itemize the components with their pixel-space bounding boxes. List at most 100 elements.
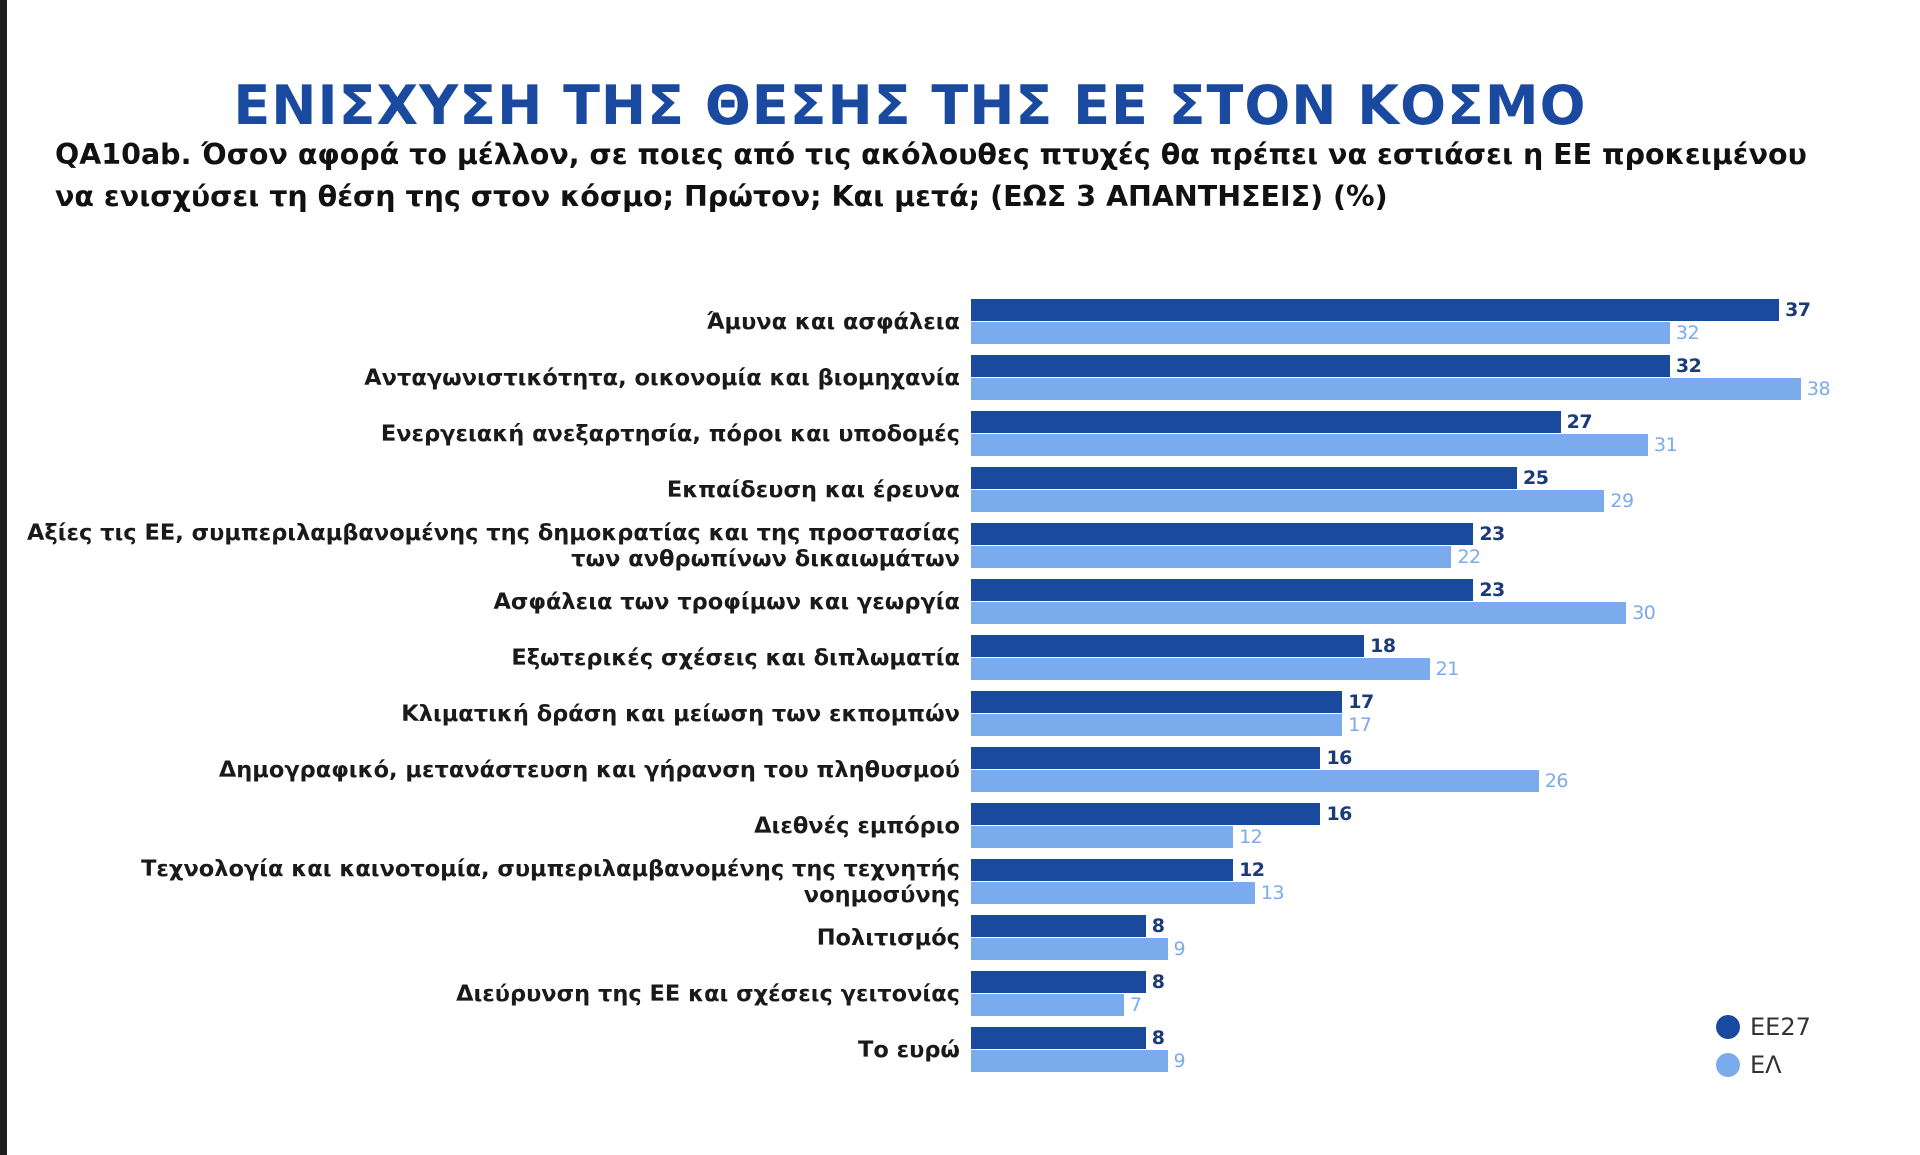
value-label-el: 12 — [1239, 826, 1263, 848]
bar-ee27 — [971, 859, 1234, 881]
bar-el — [971, 1050, 1168, 1072]
value-label-el: 22 — [1457, 546, 1481, 568]
category-label: Κλιματική δράση και μείωση των εκπομπών — [20, 701, 960, 727]
legend-label: ΕΕ27 — [1750, 1013, 1811, 1041]
bar-el — [971, 602, 1627, 624]
category-label-line: Πολιτισμός — [816, 925, 960, 951]
bar-ee27 — [971, 971, 1146, 993]
value-label-el: 9 — [1173, 938, 1186, 960]
category-label: Ενεργειακή ανεξαρτησία, πόροι και υποδομ… — [20, 421, 960, 447]
legend-item-el: ΕΛ — [1716, 1046, 1811, 1084]
question-line-1: QA10ab. Όσον αφορά το μέλλον, σε ποιες α… — [55, 138, 1807, 171]
value-label-ee27: 23 — [1479, 579, 1505, 601]
category-label: Ανταγωνιστικότητα, οικονομία και βιομηχα… — [20, 365, 960, 391]
legend-item-ee27: ΕΕ27 — [1716, 1008, 1811, 1046]
value-label-el: 29 — [1610, 490, 1634, 512]
category-label: Άμυνα και ασφάλεια — [20, 309, 960, 335]
chart-row: Άμυνα και ασφάλεια 37 32 — [0, 299, 1920, 345]
chart-row: Εκπαίδευση και έρευνα 25 29 — [0, 467, 1920, 513]
category-label-line: Τεχνολογία και καινοτομία, συμπεριλαμβαν… — [141, 856, 960, 908]
chart-row: Το ευρώ 8 9 — [0, 1027, 1920, 1073]
chart-row: Εξωτερικές σχέσεις και διπλωματία 18 21 — [0, 635, 1920, 681]
bar-ee27 — [971, 747, 1321, 769]
category-label-line: Εξωτερικές σχέσεις και διπλωματία — [511, 645, 960, 671]
bar-ee27 — [971, 299, 1780, 321]
category-label: Ασφάλεια των τροφίμων και γεωργία — [20, 589, 960, 615]
category-label: Εξωτερικές σχέσεις και διπλωματία — [20, 645, 960, 671]
category-label: Εκπαίδευση και έρευνα — [20, 477, 960, 503]
value-label-ee27: 8 — [1151, 971, 1165, 993]
value-label-ee27: 25 — [1523, 467, 1549, 489]
bar-el — [971, 546, 1452, 568]
value-label-ee27: 18 — [1370, 635, 1396, 657]
value-label-el: 31 — [1654, 434, 1678, 456]
value-label-ee27: 17 — [1348, 691, 1374, 713]
value-label-el: 17 — [1348, 714, 1372, 736]
value-label-ee27: 12 — [1239, 859, 1265, 881]
bar-el — [971, 770, 1539, 792]
chart-row: Πολιτισμός 8 9 — [0, 915, 1920, 961]
bar-el — [971, 658, 1430, 680]
value-label-el: 13 — [1260, 882, 1285, 904]
chart-row: Διεύρυνση της ΕΕ και σχέσεις γειτονίας 8 7 — [0, 971, 1920, 1017]
chart-row: Διεθνές εμπόριο 16 12 — [0, 803, 1920, 849]
bar-el — [971, 826, 1234, 848]
category-label-line: Δημογραφικό, μετανάστευση και γήρανση το… — [218, 757, 960, 783]
category-label-line: Το ευρώ — [857, 1037, 960, 1063]
bar-ee27 — [971, 467, 1517, 489]
value-label-ee27: 16 — [1326, 803, 1352, 825]
bar-ee27 — [971, 803, 1321, 825]
bar-el — [971, 378, 1801, 400]
category-label-line: Διεύρυνση της ΕΕ και σχέσεις γειτονίας — [456, 981, 960, 1007]
value-label-el: 26 — [1544, 770, 1569, 792]
value-label-ee27: 27 — [1566, 411, 1593, 433]
question-line-2: να ενισχύσει τη θέση της στον κόσμο; Πρώ… — [55, 180, 1388, 213]
category-label-line: Κλιματική δράση και μείωση των εκπομπών — [401, 701, 960, 727]
category-label: Διεθνές εμπόριο — [20, 813, 960, 839]
chart-row: Δημογραφικό, μετανάστευση και γήρανση το… — [0, 747, 1920, 793]
chart-row: Ενεργειακή ανεξαρτησία, πόροι και υποδομ… — [0, 411, 1920, 457]
category-label: Το ευρώ — [20, 1037, 960, 1063]
legend: ΕΕ27 ΕΛ — [1716, 1008, 1811, 1084]
category-label: Πολιτισμός — [20, 925, 960, 951]
value-label-ee27: 8 — [1151, 915, 1165, 937]
bar-el — [971, 714, 1343, 736]
value-label-ee27: 32 — [1675, 355, 1702, 377]
category-label-line: Ανταγωνιστικότητα, οικονομία και βιομηχα… — [364, 365, 960, 391]
chart-row: Κλιματική δράση και μείωση των εκπομπών 1… — [0, 691, 1920, 737]
value-label-el: 30 — [1632, 602, 1656, 624]
value-label-el: 21 — [1435, 658, 1460, 680]
bar-ee27 — [971, 411, 1561, 433]
category-label: Δημογραφικό, μετανάστευση και γήρανση το… — [20, 757, 960, 783]
bar-el — [971, 322, 1670, 344]
bar-ee27 — [971, 691, 1343, 713]
bar-el — [971, 490, 1605, 512]
category-label-line: των ανθρωπίνων δικαιωμάτων — [571, 546, 960, 572]
category-label: Τεχνολογία και καινοτομία, συμπεριλαμβαν… — [20, 856, 960, 908]
value-label-el: 9 — [1173, 1050, 1186, 1072]
chart-row: Αξίες τις ΕΕ, συμπεριλαμβανομένης της δη… — [0, 520, 1920, 572]
value-label-el: 32 — [1675, 322, 1700, 344]
category-label-line: Αξίες τις ΕΕ, συμπεριλαμβανομένης της δη… — [27, 520, 960, 546]
category-label-line: Ενεργειακή ανεξαρτησία, πόροι και υποδομ… — [380, 421, 960, 447]
legend-dot-icon — [1716, 1015, 1740, 1039]
bar-ee27 — [971, 915, 1146, 937]
category-label-line: Εκπαίδευση και έρευνα — [666, 477, 960, 503]
legend-dot-icon — [1716, 1053, 1740, 1077]
bar-ee27 — [971, 355, 1670, 377]
window-left-border — [0, 0, 7, 1155]
bar-el — [971, 434, 1649, 456]
chart-row: Τεχνολογία και καινοτομία, συμπεριλαμβαν… — [0, 856, 1920, 908]
bar-ee27 — [971, 1027, 1146, 1049]
value-label-el: 38 — [1806, 378, 1831, 400]
category-label: Διεύρυνση της ΕΕ και σχέσεις γειτονίας — [20, 981, 960, 1007]
bar-el — [971, 994, 1124, 1016]
bar-ee27 — [971, 635, 1365, 657]
value-label-ee27: 37 — [1785, 299, 1811, 321]
value-label-ee27: 23 — [1479, 523, 1505, 545]
question-text: QA10ab. Όσον αφορά το μέλλον, σε ποιες α… — [55, 134, 1855, 218]
category-label-line: Άμυνα και ασφάλεια — [706, 309, 960, 335]
chart-row: Ασφάλεια των τροφίμων και γεωργία 23 30 — [0, 579, 1920, 625]
category-label-line: Ασφάλεια των τροφίμων και γεωργία — [493, 589, 960, 615]
